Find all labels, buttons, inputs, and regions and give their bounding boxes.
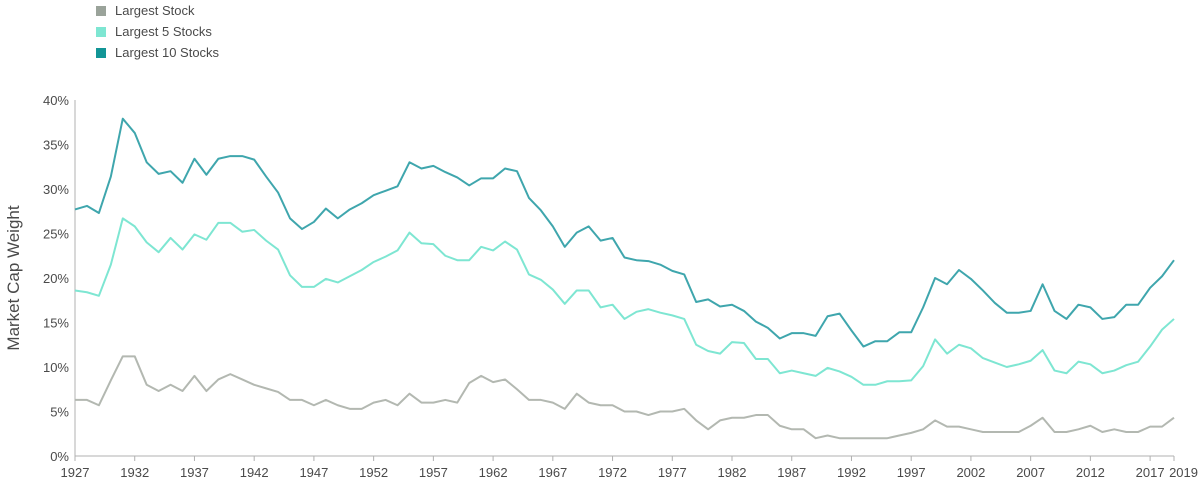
x-tick-label: 1962	[479, 465, 508, 480]
x-tick-label: 2007	[1016, 465, 1045, 480]
y-tick-label: 0%	[50, 449, 69, 464]
x-axis: 1927 1932 1937 1942 1947 1952 1957 1962 1967 1972…	[61, 456, 1198, 480]
y-tick-label: 20%	[43, 271, 69, 286]
series-line-largest-10-stocks	[74, 117, 1175, 348]
legend-item-largest-5-stocks[interactable]: Largest 5 Stocks	[96, 21, 219, 42]
x-tick-label: 1937	[180, 465, 209, 480]
y-axis: 0% 5% 10% 15% 20% 25% 30% 35% 40%	[43, 93, 69, 464]
x-tick-label: 1987	[777, 465, 806, 480]
y-tick-label: 40%	[43, 93, 69, 108]
x-tick-label: 1927	[61, 465, 90, 480]
legend: Largest Stock Largest 5 Stocks Largest 1…	[96, 0, 219, 63]
x-tick-label: 1972	[598, 465, 627, 480]
x-tick-label: 1952	[359, 465, 388, 480]
x-tick-label: 1957	[419, 465, 448, 480]
x-tick-label: 2012	[1076, 465, 1105, 480]
legend-label-largest-5-stocks: Largest 5 Stocks	[115, 24, 212, 39]
y-tick-label: 5%	[50, 405, 69, 420]
legend-label-largest-stock: Largest Stock	[115, 3, 195, 18]
x-tick-label: 1942	[240, 465, 269, 480]
legend-item-largest-10-stocks[interactable]: Largest 10 Stocks	[96, 42, 219, 63]
y-tick-label: 25%	[43, 227, 69, 242]
x-tick-label: 1977	[658, 465, 687, 480]
y-tick-label: 30%	[43, 182, 69, 197]
legend-item-largest-stock[interactable]: Largest Stock	[96, 0, 219, 21]
series-line-largest-stock	[75, 355, 1175, 440]
x-tick-label: 1992	[837, 465, 866, 480]
y-tick-label: 35%	[43, 138, 69, 153]
y-tick-label: 15%	[43, 316, 69, 331]
x-tick-label: 1947	[299, 465, 328, 480]
x-tick-label: 2019	[1169, 465, 1198, 480]
legend-swatch-largest-stock	[96, 5, 106, 16]
x-tick-label: 2017	[1136, 465, 1165, 480]
legend-swatch-largest-10-stocks	[96, 47, 106, 58]
x-tick-label: 1932	[120, 465, 149, 480]
series-line-largest-5-stocks	[74, 217, 1175, 386]
y-axis-label: Market Cap Weight	[4, 205, 23, 350]
x-tick-label: 1997	[897, 465, 926, 480]
y-tick-label: 10%	[43, 360, 69, 375]
x-tick-label: 1967	[538, 465, 567, 480]
plot-area	[74, 117, 1175, 440]
legend-swatch-largest-5-stocks	[96, 26, 106, 37]
legend-label-largest-10-stocks: Largest 10 Stocks	[115, 45, 220, 60]
x-tick-label: 1982	[718, 465, 747, 480]
x-tick-label: 2002	[956, 465, 985, 480]
